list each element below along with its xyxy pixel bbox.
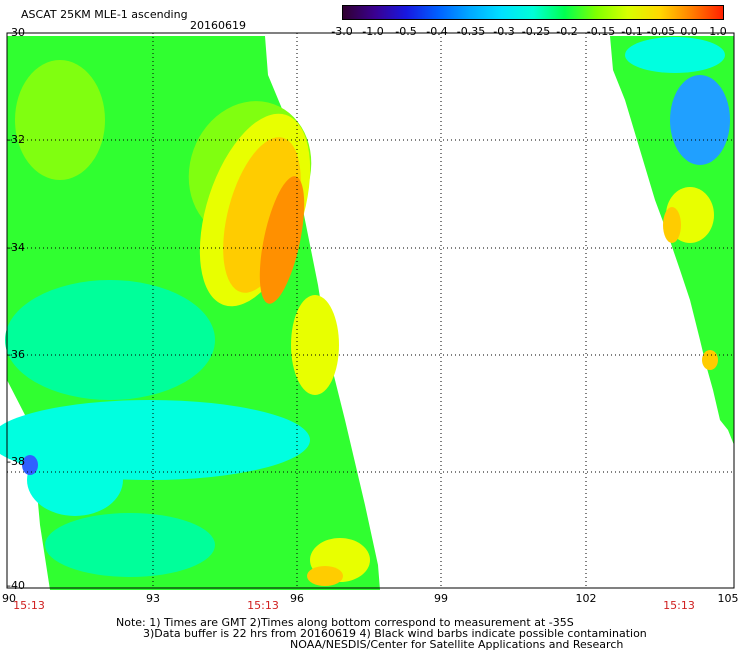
colorbar [342, 5, 724, 20]
anomaly-gold-bottom [307, 566, 343, 586]
note-line-2: 3)Data buffer is 22 hrs from 20160619 4)… [143, 627, 647, 640]
swath-layer [0, 36, 734, 590]
colorbar-labels: -3.0 -1.0 -0.5 -0.4 -0.35 -0.3 -0.25 -0.2 -0.15-… [0, 26, 740, 38]
lon-label-102: 102 [575, 592, 597, 605]
colorbar-label: -1.0 [362, 25, 384, 38]
lat-label-38: -38 [7, 455, 25, 468]
lat-label-34: -34 [7, 241, 25, 254]
lon-label-99: 99 [434, 592, 448, 605]
colorbar-label: 1.0 [709, 25, 727, 38]
colorbar-label: -0.4 [426, 25, 448, 38]
anomaly-cyan-low [27, 444, 123, 516]
note-line-3: NOAA/NESDIS/Center for Satellite Applica… [290, 638, 624, 651]
lat-label-36: -36 [7, 348, 25, 361]
lat-label-40: -40 [7, 579, 25, 592]
colorbar-label: -0.3 [493, 25, 515, 38]
time-label-right: 15:13 [663, 599, 695, 612]
lon-label-105: 105 [717, 592, 739, 605]
anomaly-light-green-upper [15, 60, 105, 180]
anomaly-aqua-bottom [45, 513, 215, 577]
lat-label-32: -32 [7, 133, 25, 146]
grid-lines [7, 33, 734, 588]
colorbar-label: 0.0 [680, 25, 698, 38]
lon-label-96: 96 [290, 592, 304, 605]
anomaly-gold-right [663, 207, 681, 243]
lon-label-90: 90 [2, 592, 16, 605]
lon-label-93: 93 [146, 592, 160, 605]
product-title: ASCAT 25KM MLE-1 ascending [21, 8, 188, 21]
anomaly-blue-right [670, 75, 730, 165]
colorbar-label: -0.15 [586, 25, 616, 38]
map-frame [6, 32, 735, 589]
lat-label-30: -30 [7, 26, 25, 39]
colorbar-label: -0.2 [556, 25, 578, 38]
colorbar-label: -3.0 [331, 25, 353, 38]
anomaly-blue-spot [22, 455, 38, 475]
colorbar-label: -0.5 [395, 25, 417, 38]
colorbar-label: -0.25 [521, 25, 551, 38]
anomaly-orange-core [259, 176, 305, 304]
anomaly-cyan-right-top [625, 37, 725, 73]
time-label-middle: 15:13 [247, 599, 279, 612]
colorbar-label: -0.35 [456, 25, 486, 38]
anomaly-gold-right-lower [702, 350, 718, 370]
product-date: 20160619 [190, 19, 246, 32]
colorbar-label: -0.05 [646, 25, 676, 38]
anomaly-aqua-upper [5, 280, 215, 400]
anomaly-yellow-mid [291, 295, 339, 395]
note-line-1: Note: 1) Times are GMT 2)Times along bot… [116, 616, 574, 629]
colorbar-label: -0.1 [621, 25, 643, 38]
time-label-left: 15:13 [13, 599, 45, 612]
